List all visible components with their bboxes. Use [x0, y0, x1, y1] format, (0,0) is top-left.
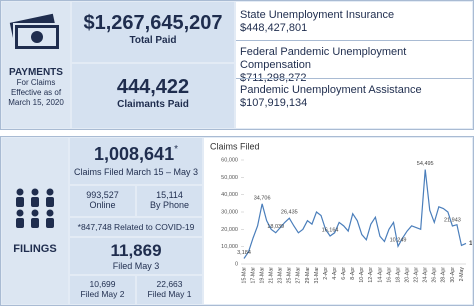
online-value: 993,527 — [86, 190, 119, 200]
x-tick-label: 12-Apr — [368, 267, 374, 283]
x-tick-label: 24-Apr — [423, 267, 429, 283]
y-tick-label: 10,000 — [221, 244, 238, 250]
may1-box: 22,663 Filed May 1 — [137, 276, 202, 304]
filings-title: FILINGS — [13, 243, 57, 255]
may1-value: 22,663 — [156, 279, 183, 289]
claims-filed-value: 1,008,641 — [94, 144, 175, 164]
x-tick-label: 29-Mar — [305, 267, 311, 284]
data-label: 10,249 — [390, 238, 407, 244]
may2-box: 10,699 Filed May 2 — [70, 276, 135, 304]
data-label: 26,435 — [281, 210, 298, 216]
x-tick-label: 22-Apr — [414, 267, 420, 283]
x-tick-label: 4-Apr — [332, 267, 338, 280]
x-tick-label: 14-Apr — [377, 267, 383, 283]
program-name: Federal Pandemic Unemployment Compensati… — [240, 46, 407, 71]
total-paid-value: $1,267,645,207 — [83, 12, 223, 34]
program-name: Pandemic Unemployment Assistance — [240, 84, 422, 96]
total-paid-box: $1,267,645,207 Total Paid — [72, 2, 234, 62]
programs-box — [236, 2, 472, 128]
x-tick-label: 20-Apr — [404, 267, 410, 283]
x-tick-label: 26-Apr — [432, 267, 438, 283]
x-tick-label: 25-Mar — [287, 267, 293, 284]
claimants-paid-label: Claimants Paid — [117, 99, 189, 110]
phone-box: 15,114 By Phone — [137, 186, 202, 216]
separator — [236, 40, 472, 41]
program: Federal Pandemic Unemployment Compensati… — [240, 46, 470, 85]
x-tick-label: 8-Apr — [350, 267, 356, 280]
payments-title: PAYMENTS — [9, 67, 63, 78]
covid-note: *847,748 Related to COVID-19 — [70, 218, 202, 236]
payments-subtitle: For Claims Effective as of March 15, 202… — [8, 78, 64, 107]
separator — [236, 78, 472, 79]
y-tick-label: 60,000 — [221, 157, 238, 163]
x-tick-label: 6-Apr — [341, 267, 347, 280]
x-tick-label: 28-Apr — [441, 267, 447, 283]
program-amount: $448,427,801 — [240, 22, 308, 34]
data-label: 3,184 — [237, 250, 251, 256]
program-name: State Unemployment Insurance — [240, 9, 395, 21]
claims-filed-box: 1,008,641* Claims Filed March 15 – May 3 — [70, 138, 202, 184]
today-value: 11,869 — [110, 241, 162, 260]
y-tick-label: 40,000 — [221, 192, 238, 198]
program: State Unemployment Insurance $448,427,801 — [240, 9, 470, 35]
claims-filed-label: Claims Filed March 15 – May 3 — [73, 167, 199, 177]
money-icon — [9, 13, 61, 51]
online-label: Online — [89, 200, 116, 210]
data-label: 54,495 — [417, 161, 434, 167]
y-tick-label: 20,000 — [221, 227, 238, 233]
x-tick-label: 21-Mar — [269, 267, 275, 284]
x-tick-label: 30-Apr — [450, 267, 456, 283]
today-box: 11,869 Filed May 3 — [70, 238, 202, 274]
x-tick-label: 19-Mar — [259, 267, 265, 284]
program: Pandemic Unemployment Assistance $107,919… — [240, 84, 470, 110]
x-tick-label: 18-Apr — [395, 267, 401, 283]
people-icon — [16, 188, 54, 228]
data-label: 21,943 — [444, 217, 461, 223]
today-label: Filed May 3 — [112, 261, 160, 271]
x-tick-label: 27-Mar — [296, 267, 302, 284]
x-tick-label: 2-May — [459, 267, 465, 282]
may2-label: Filed May 2 — [80, 289, 125, 299]
chart: Claims Filed 0 10,000 20,000 30,000 40,000 50… — [204, 138, 472, 304]
line — [243, 169, 467, 259]
data-label: 11,869 — [469, 240, 472, 247]
online-box: 993,527 Online — [70, 186, 135, 216]
x-tick-label: 31-Mar — [314, 267, 320, 284]
claimants-paid-box: 444,422 Claimants Paid — [72, 64, 234, 128]
data-label: 16,164 — [322, 227, 339, 233]
chart-title: Claims Filed — [210, 141, 260, 151]
data-label: 34,706 — [254, 195, 271, 201]
data-label: 18,039 — [267, 224, 284, 230]
x-tick-label: 16-Apr — [386, 267, 392, 283]
program-amount: $107,919,134 — [240, 97, 308, 109]
y-tick-label: 50,000 — [221, 175, 238, 181]
x-tick-label: 10-Apr — [359, 267, 365, 283]
may2-value: 10,699 — [89, 279, 116, 289]
y-tick-label: 30,000 — [221, 209, 238, 215]
phone-label: By Phone — [149, 200, 190, 210]
filings-header: FILINGS — [2, 138, 68, 304]
x-tick-label: 15-Mar — [241, 267, 247, 284]
may1-label: Filed May 1 — [147, 289, 192, 299]
total-paid-label: Total Paid — [129, 35, 177, 46]
claimants-paid-value: 444,422 — [116, 76, 190, 98]
claims-filed-marker: * — [174, 144, 178, 155]
y-tick-label: 0 — [235, 261, 238, 267]
x-tick-label: 17-Mar — [250, 267, 256, 284]
x-tick-label: 23-Mar — [278, 267, 284, 284]
payments-header: PAYMENTS For Claims Effective as of Marc… — [2, 2, 70, 128]
phone-value: 15,114 — [156, 190, 183, 200]
x-tick-label: 2-Apr — [323, 267, 329, 280]
